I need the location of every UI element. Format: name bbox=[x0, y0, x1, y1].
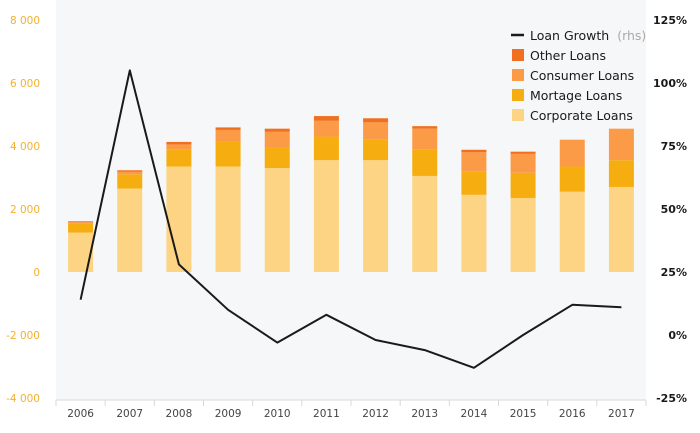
bar-segment-mortage-loans bbox=[510, 172, 536, 198]
legend-swatch-other-loans bbox=[512, 49, 524, 61]
bar-segment-corporate-loans bbox=[166, 166, 192, 272]
x-tick-label: 2011 bbox=[313, 408, 340, 420]
bar-segment-other-loans bbox=[510, 151, 536, 154]
bar-segment-mortage-loans bbox=[608, 160, 634, 187]
legend-line-label: Loan Growth (rhs) bbox=[530, 28, 646, 43]
bar-segment-corporate-loans bbox=[264, 168, 290, 272]
legend-swatch-consumer-loans bbox=[512, 69, 524, 81]
legend-swatch-corporate-loans bbox=[512, 109, 524, 121]
legend-item-other-loans: Other Loans bbox=[512, 48, 606, 63]
x-tick-label: 2007 bbox=[116, 408, 143, 420]
bar-segment-corporate-loans bbox=[117, 188, 143, 272]
loan-growth-line-layer bbox=[79, 69, 622, 369]
bar-segment-other-loans bbox=[412, 126, 438, 129]
left-tick-label: 8 000 bbox=[10, 15, 40, 27]
left-tick-label: 0 bbox=[33, 267, 40, 279]
bar-segment-corporate-loans bbox=[510, 197, 536, 272]
legend-item-corporate-loans: Corporate Loans bbox=[512, 108, 633, 123]
bar-segment-consumer-loans bbox=[412, 128, 438, 150]
right-tick-label: -25% bbox=[656, 392, 687, 405]
legend-label-corporate-loans: Corporate Loans bbox=[530, 108, 633, 123]
loan-growth-line bbox=[79, 69, 622, 369]
bar-segment-mortage-loans bbox=[363, 139, 389, 161]
x-tick-label: 2010 bbox=[264, 408, 291, 420]
legend-item-consumer-loans: Consumer Loans bbox=[512, 68, 634, 83]
x-tick-label: 2008 bbox=[166, 408, 193, 420]
bar-segment-mortage-loans bbox=[166, 149, 192, 167]
bar-segment-consumer-loans bbox=[68, 222, 94, 224]
legend-label-consumer-loans: Consumer Loans bbox=[530, 68, 634, 83]
bar-segment-mortage-loans bbox=[215, 141, 241, 167]
left-tick-label: 2 000 bbox=[10, 204, 40, 216]
right-tick-label: 125% bbox=[653, 14, 687, 27]
bar-segment-mortage-loans bbox=[264, 147, 290, 169]
x-tick-label: 2009 bbox=[215, 408, 242, 420]
bar-segment-other-loans bbox=[461, 149, 487, 153]
bar-segment-mortage-loans bbox=[313, 136, 339, 161]
right-axis-ticks: -25% 0% 25% 50% 75% 100% 125% bbox=[653, 14, 687, 405]
plot-area bbox=[56, 0, 646, 400]
bar-segment-other-loans bbox=[215, 127, 241, 130]
bar-segment-corporate-loans bbox=[313, 160, 339, 272]
left-axis-ticks: -4 000 -2 000 0 2 000 4 000 6 000 8 000 bbox=[6, 15, 40, 405]
bar-segment-corporate-loans bbox=[412, 175, 438, 272]
left-tick-label: 6 000 bbox=[10, 78, 40, 90]
legend-swatch-mortage-loans bbox=[512, 89, 524, 101]
bar-segment-mortage-loans bbox=[117, 174, 143, 189]
right-tick-label: 25% bbox=[661, 266, 687, 279]
bar-segment-consumer-loans bbox=[264, 131, 290, 148]
legend: Loan Growth (rhs) Other Loans Consumer L… bbox=[511, 28, 646, 123]
bar-segment-mortage-loans bbox=[412, 149, 438, 176]
x-axis-ticks: 2006 2007 2008 2009 2010 2011 2012 2013 2014 2015… bbox=[55, 400, 647, 420]
bar-segment-consumer-loans bbox=[363, 122, 389, 140]
bar-segment-consumer-loans bbox=[461, 152, 487, 172]
legend-item-mortage-loans: Mortage Loans bbox=[512, 88, 622, 103]
right-tick-label: 100% bbox=[653, 77, 687, 90]
left-tick-label: 4 000 bbox=[10, 141, 40, 153]
bar-segment-mortage-loans bbox=[559, 166, 585, 192]
x-tick-label: 2012 bbox=[362, 408, 389, 420]
bar-segment-consumer-loans bbox=[313, 120, 339, 137]
bar-segment-other-loans bbox=[166, 141, 192, 145]
bar-segment-other-loans bbox=[264, 128, 290, 132]
bar-segment-other-loans bbox=[68, 221, 94, 223]
left-tick-label: -2 000 bbox=[6, 330, 40, 342]
bar-segment-other-loans bbox=[313, 116, 339, 121]
legend-label-mortage-loans: Mortage Loans bbox=[530, 88, 622, 103]
x-tick-label: 2013 bbox=[411, 408, 438, 420]
bar-segment-mortage-loans bbox=[461, 171, 487, 195]
x-tick-label: 2014 bbox=[461, 408, 488, 420]
x-tick-label: 2015 bbox=[510, 408, 537, 420]
bar-segment-consumer-loans bbox=[559, 139, 585, 167]
bar-segment-corporate-loans bbox=[215, 166, 241, 272]
right-tick-label: 50% bbox=[661, 203, 687, 216]
x-tick-label: 2017 bbox=[608, 408, 635, 420]
right-tick-label: 0% bbox=[668, 329, 687, 342]
bar-segment-corporate-loans bbox=[461, 194, 487, 272]
bar-segment-consumer-loans bbox=[117, 171, 143, 175]
right-tick-label: 75% bbox=[661, 140, 687, 153]
x-tick-label: 2016 bbox=[559, 408, 586, 420]
bar-segment-consumer-loans bbox=[608, 128, 634, 161]
bar-segment-corporate-loans bbox=[68, 232, 94, 272]
left-tick-label: -4 000 bbox=[6, 393, 40, 405]
legend-label-other-loans: Other Loans bbox=[530, 48, 606, 63]
bar-segment-corporate-loans bbox=[363, 160, 389, 272]
bar-segment-corporate-loans bbox=[608, 186, 634, 272]
legend-item-line: Loan Growth (rhs) bbox=[511, 28, 646, 43]
bar-stacks bbox=[68, 116, 634, 272]
bar-segment-consumer-loans bbox=[215, 129, 241, 142]
bar-segment-consumer-loans bbox=[510, 153, 536, 173]
bar-segment-other-loans bbox=[363, 118, 389, 123]
bar-segment-other-loans bbox=[117, 170, 143, 172]
bar-segment-corporate-loans bbox=[559, 191, 585, 272]
x-tick-label: 2006 bbox=[67, 408, 94, 420]
bar-segment-consumer-loans bbox=[166, 144, 192, 150]
bar-segment-mortage-loans bbox=[68, 223, 94, 233]
